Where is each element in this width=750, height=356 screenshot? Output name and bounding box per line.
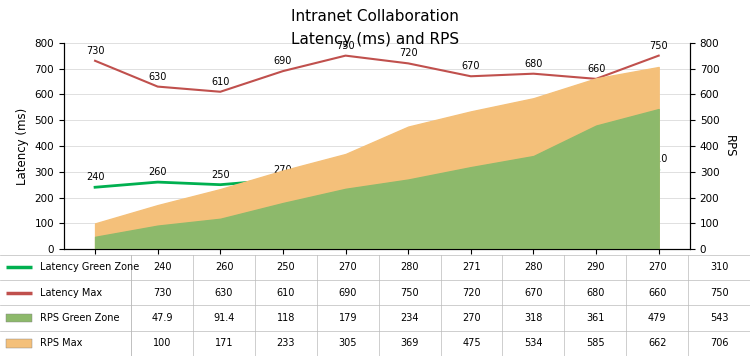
Text: 171: 171 bbox=[214, 338, 233, 348]
Text: Latency (ms) and RPS: Latency (ms) and RPS bbox=[291, 32, 459, 47]
Text: 280: 280 bbox=[400, 262, 419, 272]
Text: 730: 730 bbox=[86, 46, 104, 56]
Text: 270: 270 bbox=[462, 313, 481, 323]
Text: 369: 369 bbox=[400, 338, 418, 348]
Text: RPS Green Zone: RPS Green Zone bbox=[40, 313, 119, 323]
Text: 240: 240 bbox=[86, 172, 104, 182]
Bar bbox=[6, 339, 32, 348]
Text: 260: 260 bbox=[148, 167, 167, 177]
Text: 280: 280 bbox=[461, 162, 480, 172]
Text: 118: 118 bbox=[277, 313, 295, 323]
Text: 100: 100 bbox=[153, 338, 171, 348]
Text: 662: 662 bbox=[648, 338, 667, 348]
Text: 630: 630 bbox=[214, 288, 233, 298]
Bar bbox=[0, 280, 750, 305]
Text: 750: 750 bbox=[400, 288, 419, 298]
Text: 690: 690 bbox=[274, 56, 292, 66]
Text: 660: 660 bbox=[586, 64, 605, 74]
Text: 270: 270 bbox=[338, 262, 357, 272]
Text: 610: 610 bbox=[277, 288, 295, 298]
Text: 271: 271 bbox=[399, 164, 418, 174]
Text: Latency Green Zone: Latency Green Zone bbox=[40, 262, 139, 272]
Text: 720: 720 bbox=[399, 48, 418, 58]
Text: 240: 240 bbox=[153, 262, 172, 272]
Text: 680: 680 bbox=[524, 59, 542, 69]
Text: 750: 750 bbox=[710, 288, 728, 298]
Text: 179: 179 bbox=[338, 313, 357, 323]
Bar bbox=[0, 255, 750, 280]
Text: 720: 720 bbox=[462, 288, 481, 298]
Text: 290: 290 bbox=[524, 159, 543, 169]
Text: 479: 479 bbox=[648, 313, 667, 323]
Text: 660: 660 bbox=[648, 288, 666, 298]
Text: 91.4: 91.4 bbox=[213, 313, 235, 323]
Text: 271: 271 bbox=[462, 262, 481, 272]
Text: 730: 730 bbox=[153, 288, 172, 298]
Bar bbox=[6, 314, 32, 323]
Text: 690: 690 bbox=[338, 288, 357, 298]
Text: 270: 270 bbox=[648, 262, 667, 272]
Text: 310: 310 bbox=[710, 262, 728, 272]
Text: 630: 630 bbox=[148, 72, 166, 82]
Text: 475: 475 bbox=[462, 338, 481, 348]
Text: 610: 610 bbox=[211, 77, 230, 87]
Text: 310: 310 bbox=[650, 154, 668, 164]
Text: 234: 234 bbox=[400, 313, 419, 323]
Bar bbox=[0, 331, 750, 356]
Text: 670: 670 bbox=[524, 288, 543, 298]
Text: 270: 270 bbox=[586, 164, 605, 174]
Text: 585: 585 bbox=[586, 338, 604, 348]
Text: 305: 305 bbox=[338, 338, 357, 348]
Y-axis label: Latency (ms): Latency (ms) bbox=[16, 108, 28, 184]
Text: 270: 270 bbox=[274, 164, 292, 174]
Text: 47.9: 47.9 bbox=[152, 313, 173, 323]
Text: 233: 233 bbox=[277, 338, 296, 348]
Text: 290: 290 bbox=[586, 262, 604, 272]
Text: 280: 280 bbox=[524, 262, 543, 272]
Text: 361: 361 bbox=[586, 313, 604, 323]
Text: RPS Max: RPS Max bbox=[40, 338, 82, 348]
Text: 706: 706 bbox=[710, 338, 728, 348]
Text: 250: 250 bbox=[277, 262, 296, 272]
Text: 543: 543 bbox=[710, 313, 728, 323]
Text: Latency Max: Latency Max bbox=[40, 288, 102, 298]
Text: 318: 318 bbox=[524, 313, 542, 323]
Bar bbox=[0, 305, 750, 331]
Text: 250: 250 bbox=[211, 170, 230, 180]
Text: 670: 670 bbox=[461, 61, 480, 71]
Text: 280: 280 bbox=[336, 162, 355, 172]
Text: Intranet Collaboration: Intranet Collaboration bbox=[291, 9, 459, 24]
Text: 750: 750 bbox=[336, 41, 355, 51]
Text: 680: 680 bbox=[586, 288, 604, 298]
Text: 534: 534 bbox=[524, 338, 543, 348]
Y-axis label: RPS: RPS bbox=[723, 135, 736, 157]
Text: 260: 260 bbox=[214, 262, 233, 272]
Text: 750: 750 bbox=[650, 41, 668, 51]
